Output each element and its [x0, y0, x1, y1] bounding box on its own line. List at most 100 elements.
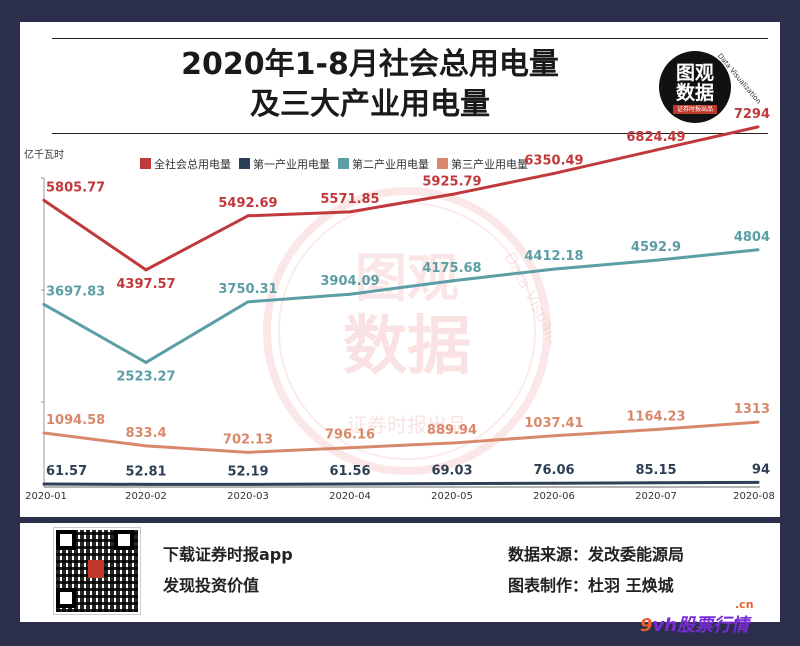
legend-swatch-2	[239, 158, 250, 169]
data-label-s4-6: 1037.41	[524, 416, 583, 431]
legend-swatch-1	[140, 158, 151, 169]
data-label-s1-7: 6824.49	[626, 130, 685, 145]
data-point-s4-7	[654, 428, 658, 432]
chart-legend: 全社会总用电量 第一产业用电量 第二产业用电量 第三产业用电量	[140, 156, 536, 172]
data-point-s3-2	[144, 360, 148, 364]
legend-label-4: 第三产业用电量	[451, 158, 528, 171]
data-label-s1-4: 5571.85	[320, 192, 379, 207]
qr-finder-tr	[114, 530, 134, 550]
data-label-s4-5: 889.94	[427, 423, 477, 438]
data-label-s1-6: 6350.49	[524, 153, 583, 168]
data-label-s3-4: 3904.09	[320, 274, 379, 289]
footer-author: 图表制作：杜羽 王焕城	[508, 576, 674, 595]
data-label-s2-3: 52.19	[227, 464, 268, 479]
x-tick-label-2020-02: 2020-02	[125, 491, 167, 502]
data-label-s2-7: 85.15	[635, 463, 676, 478]
series-line-4	[43, 420, 759, 454]
data-point-s1-6	[552, 171, 556, 175]
data-label-s1-3: 5492.69	[218, 196, 277, 211]
legend-label-3: 第二产业用电量	[352, 158, 429, 171]
x-tick-label-2020-06: 2020-06	[533, 491, 575, 502]
data-point-s4-1	[42, 431, 46, 435]
data-label-s3-2: 2523.27	[116, 369, 175, 384]
data-label-s4-3: 702.13	[223, 432, 273, 447]
logo-text-1: 图观	[675, 62, 714, 84]
data-point-s3-5	[450, 279, 454, 283]
data-label-s2-4: 61.56	[329, 464, 370, 479]
data-label-s4-8: 1313	[734, 402, 770, 417]
data-label-s1-1: 5805.77	[46, 180, 105, 195]
data-label-s3-6: 4412.18	[524, 249, 583, 264]
data-label-s2-6: 76.06	[533, 463, 574, 478]
data-point-s3-4	[348, 292, 352, 296]
title-top-rule	[52, 38, 768, 39]
data-point-s1-8	[756, 125, 760, 129]
y-axis-unit: 亿千瓦时	[24, 150, 64, 161]
data-point-s4-4	[348, 446, 352, 450]
footer-source: 数据来源：发改委能源局	[508, 545, 685, 564]
x-tick-label-2020-03: 2020-03	[227, 491, 269, 502]
data-label-s3-5: 4175.68	[422, 261, 481, 276]
data-point-s3-6	[552, 267, 556, 271]
legend-item-3[interactable]: 第二产业用电量	[338, 156, 429, 172]
data-point-s2-2	[144, 482, 148, 486]
chart-title: 2020年1-8月社会总用电量 及三大产业用电量	[60, 45, 680, 125]
qr-finder-bl	[56, 588, 76, 608]
data-point-s2-1	[42, 482, 46, 486]
data-label-s4-7: 1164.23	[626, 410, 685, 425]
qr-finder-tl	[56, 530, 76, 550]
series-line-2	[43, 480, 759, 486]
legend-label-1: 全社会总用电量	[154, 158, 231, 171]
data-label-s3-7: 4592.9	[631, 240, 681, 255]
legend-label-2: 第一产业用电量	[253, 158, 330, 171]
data-point-s1-1	[42, 198, 46, 202]
legend-item-1[interactable]: 全社会总用电量	[140, 156, 231, 172]
legend-swatch-4	[437, 158, 448, 169]
legend-item-4[interactable]: 第三产业用电量	[437, 156, 528, 172]
footer-divider	[20, 517, 780, 523]
data-label-s4-2: 833.4	[125, 426, 166, 441]
data-point-s3-7	[654, 258, 658, 262]
title-line-2: 及三大产业用电量	[250, 87, 490, 122]
data-point-s4-6	[552, 434, 556, 438]
data-label-s2-1: 61.57	[46, 464, 87, 479]
brand-nine: 9	[640, 615, 653, 636]
data-label-s2-2: 52.81	[125, 464, 166, 479]
data-label-s3-1: 3697.83	[46, 284, 105, 299]
data-point-s4-5	[450, 441, 454, 445]
logo-text-2: 数据	[675, 82, 714, 104]
data-label-s2-8: 94	[752, 462, 770, 477]
data-point-s2-6	[552, 481, 556, 485]
series-line-1	[43, 125, 759, 272]
legend-item-2[interactable]: 第一产业用电量	[239, 156, 330, 172]
data-point-s2-3	[246, 482, 250, 486]
x-tick-label-2020-08: 2020-08	[733, 491, 775, 502]
brand-cn: .cn	[735, 598, 754, 611]
series-line-3	[43, 248, 759, 364]
data-label-s2-5: 69.03	[431, 464, 472, 479]
legend-swatch-3	[338, 158, 349, 169]
logo-text-3: 证券时报出品	[673, 105, 717, 114]
data-point-s1-7	[654, 148, 658, 152]
x-tick-label-2020-05: 2020-05	[431, 491, 473, 502]
x-tick-label-2020-01: 2020-01	[25, 491, 67, 502]
brand-text: vh股票行情	[652, 615, 750, 636]
data-point-s3-8	[756, 248, 760, 252]
data-point-s1-2	[144, 268, 148, 272]
data-point-s2-7	[654, 481, 658, 485]
data-label-s1-5: 5925.79	[422, 174, 481, 189]
x-tick-label-2020-07: 2020-07	[635, 491, 677, 502]
title-line-1: 2020年1-8月社会总用电量	[181, 47, 559, 82]
data-point-s4-3	[246, 450, 250, 454]
data-point-s3-1	[42, 302, 46, 306]
data-label-s4-1: 1094.58	[46, 413, 105, 428]
title-bottom-rule	[52, 133, 768, 134]
data-point-s3-3	[246, 300, 250, 304]
data-point-s4-8	[756, 420, 760, 424]
data-point-s1-5	[450, 192, 454, 196]
site-brand[interactable]: 9vh股票行情	[640, 611, 749, 637]
data-label-s1-8: 7294	[734, 107, 770, 122]
brand-logo: 图观 数据 证券时报出品	[659, 51, 731, 123]
data-label-s1-2: 4397.57	[116, 277, 175, 292]
